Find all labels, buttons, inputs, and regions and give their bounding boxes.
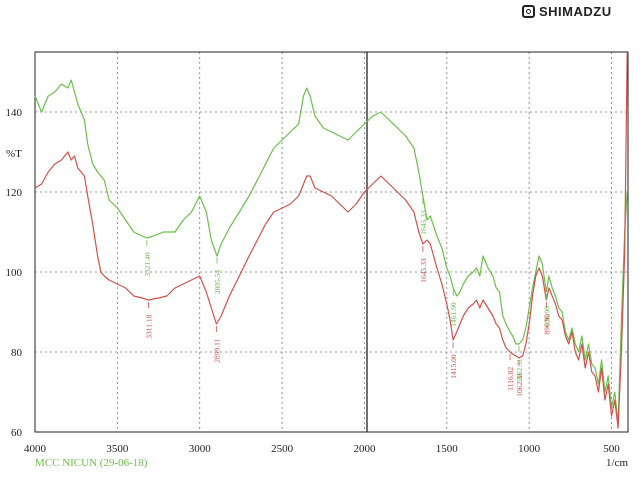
x-tick-label-1000: 1000 (518, 443, 541, 455)
x-tick-label-2500: 2500 (271, 443, 294, 455)
peak-label-13: 896.90 (542, 314, 551, 335)
shimadzu-logo: SHIMADZU (522, 3, 612, 19)
series-line-2 (34, 51, 628, 429)
peak-label-3: 1645.33 (419, 210, 428, 235)
y-tick-label-120: 120 (6, 187, 23, 199)
peak-label-2: 2895.54 (213, 270, 222, 295)
y-tick-label-100: 100 (6, 267, 23, 279)
grid-lines (35, 52, 628, 432)
series-line-1 (34, 79, 628, 425)
peak-label-4: 1645.33 (419, 258, 428, 283)
x-tick-label-500: 500 (603, 443, 620, 455)
peak-label-1: 3321.40 (143, 252, 152, 277)
y-tick-labels: 60 80 100 120 140 (6, 107, 23, 439)
x-tick-label-2000: 2000 (353, 443, 376, 455)
x-axis-label: 1/cm (606, 457, 628, 469)
peak-label-11: 1116.82 (506, 367, 515, 391)
x-tick-label-1500: 1500 (436, 443, 459, 455)
x-tick-labels: 4000 3500 3000 2500 2000 1500 1000 500 (24, 443, 620, 455)
plot-frame (34, 51, 629, 433)
peak-label-9: 2899.11 (212, 338, 221, 362)
y-tick-label-140: 140 (6, 107, 23, 119)
spectrum-series (34, 51, 628, 429)
x-tick-label-3500: 3500 (106, 443, 129, 455)
x-tick-label-3000: 3000 (189, 443, 212, 455)
x-tick-label-4000: 4000 (24, 443, 47, 455)
legend-sample-1: MCC NICUN (29-06-18) (35, 457, 148, 469)
peak-annotations: 3321.40 2895.54 1645.33 1645.33 1461.90 1062.… (143, 198, 551, 397)
y-tick-label-60: 60 (11, 427, 23, 439)
peak-label-10: 1415.00 (449, 354, 458, 379)
shimadzu-logo-mark-icon (522, 4, 535, 18)
peak-label-6: 1062.31 (515, 358, 524, 383)
peak-label-12: 1062.31 (515, 372, 524, 397)
peak-label-7: 896.90 (542, 306, 551, 327)
peak-label-5: 1461.90 (449, 302, 458, 327)
peak-label-8: 3311.18 (144, 314, 153, 338)
shimadzu-brand-text: SHIMADZU (539, 3, 612, 19)
y-axis-label: %T (6, 148, 22, 160)
y-tick-label-80: 80 (11, 347, 23, 359)
